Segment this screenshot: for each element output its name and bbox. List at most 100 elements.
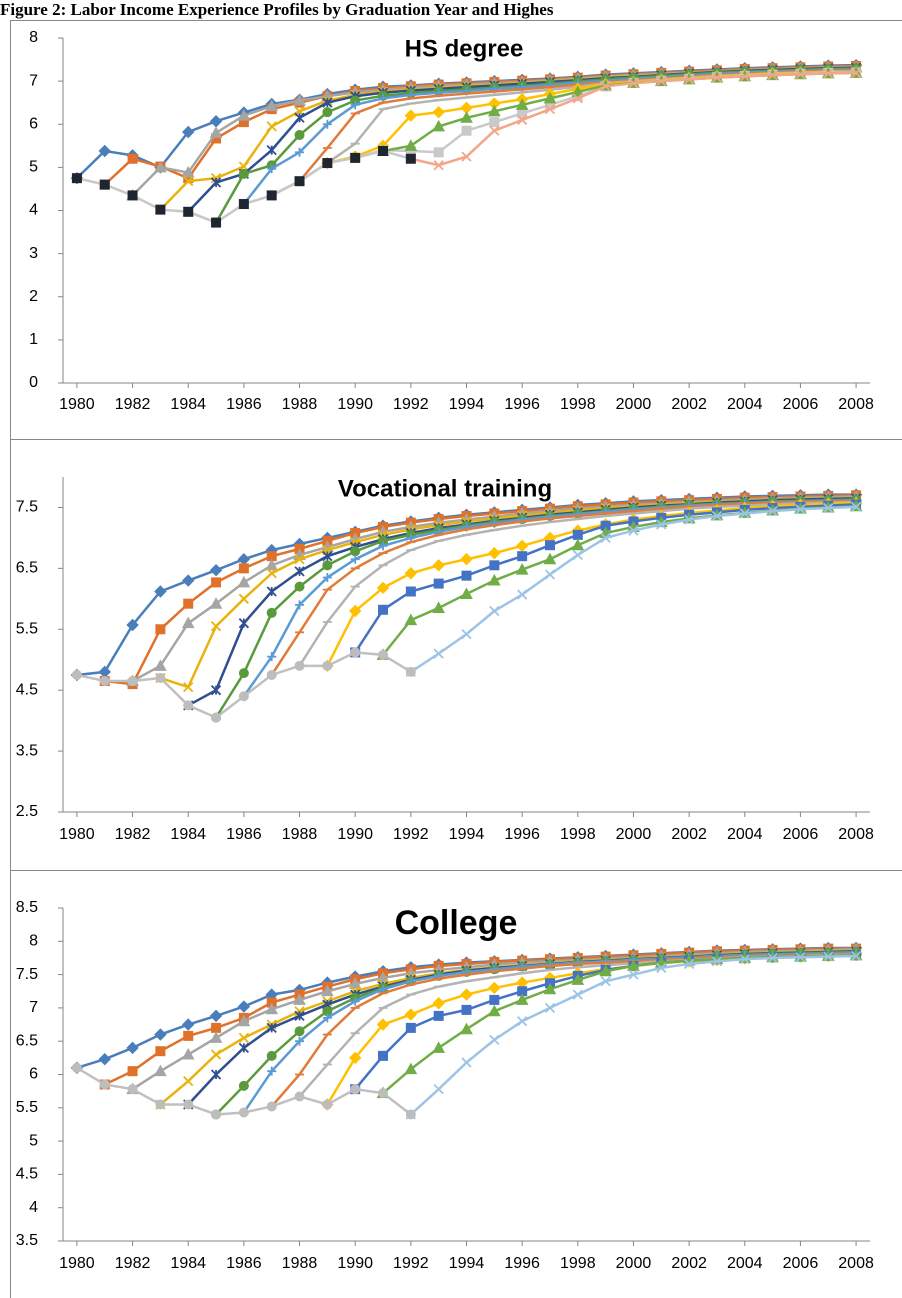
y-tick-label: 5 [29,159,38,176]
marker [294,112,305,123]
marker [600,976,611,987]
marker [711,956,723,967]
y-tick-label: 5.5 [16,620,38,637]
marker [378,145,389,156]
chart-title: Vocational training [338,475,552,502]
y-tick-label: 6 [29,1066,38,1083]
x-tick-label: 1990 [337,1255,373,1272]
marker [182,125,195,139]
marker [432,559,445,572]
x-tick-label: 2002 [671,396,707,413]
marker [378,604,389,615]
marker [739,954,750,965]
marker [378,649,389,660]
marker [154,585,167,598]
marker [183,176,194,187]
marker [515,993,529,1005]
series-line [214,498,857,719]
marker [460,553,473,566]
marker [489,117,500,128]
marker [405,1022,416,1033]
marker [322,560,333,571]
marker [294,566,305,577]
marker [266,586,277,597]
marker [571,973,585,985]
series-line [104,494,857,686]
marker [99,1079,110,1090]
marker [126,618,139,632]
x-tick-label: 2004 [727,826,763,843]
marker [600,532,611,544]
marker [181,1047,195,1060]
marker [266,190,277,201]
marker [127,153,138,164]
y-tick-label: 4.5 [16,1166,38,1183]
marker [572,529,583,540]
series-line [242,498,857,697]
marker [543,91,557,104]
marker [795,69,806,80]
x-tick-label: 1998 [560,396,596,413]
marker [544,569,556,580]
marker [350,546,361,557]
marker [294,1010,305,1022]
marker [572,989,583,1000]
marker [155,673,166,683]
marker [294,176,305,187]
marker [517,114,528,126]
marker [599,964,612,977]
marker [404,139,418,151]
marker [238,1107,249,1118]
x-tick-label: 1982 [115,826,151,843]
marker [404,613,418,626]
x-tick-label: 2006 [783,1255,819,1272]
marker [350,996,360,1006]
x-tick-label: 2000 [616,396,652,413]
x-tick-label: 1996 [504,396,540,413]
marker [209,126,223,138]
marker [350,100,360,110]
marker [711,510,723,522]
marker [98,665,111,679]
marker [656,519,667,530]
marker [433,1084,444,1095]
x-tick-label: 1996 [504,826,540,843]
marker [350,554,360,564]
x-tick-label: 1992 [393,396,429,413]
series-line [76,149,412,224]
marker [489,994,500,1005]
marker [294,1091,305,1102]
marker [433,147,444,158]
marker [460,111,473,123]
marker [517,589,528,600]
marker [238,618,250,629]
marker [237,1014,251,1027]
y-tick-label: 7 [29,72,38,89]
marker [487,1004,501,1017]
marker [322,1099,333,1110]
marker [543,552,557,565]
marker [461,1004,472,1015]
marker [210,1069,222,1080]
marker [376,581,390,595]
marker [489,125,500,136]
marker [767,952,778,964]
x-tick-label: 1980 [59,1255,95,1272]
marker [711,72,723,83]
marker [211,712,222,723]
marker [433,648,444,659]
marker [294,554,305,565]
x-tick-label: 1988 [282,396,318,413]
marker [209,1009,223,1023]
marker [183,598,194,609]
x-tick-label: 1980 [59,396,95,413]
marker [571,538,585,551]
marker [267,164,277,174]
marker [378,1050,389,1061]
x-tick-label: 2000 [616,826,652,843]
x-tick-label: 1980 [59,826,95,843]
marker [348,977,362,989]
marker [348,604,362,618]
y-tick-label: 7.5 [16,499,38,516]
